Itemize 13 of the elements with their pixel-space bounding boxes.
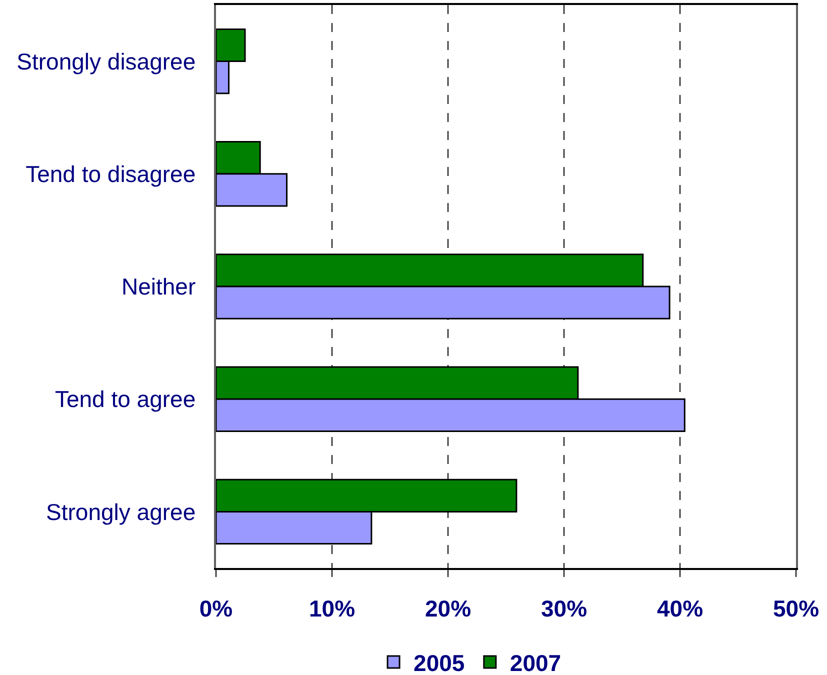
x-tick-label: 30% — [540, 595, 588, 622]
y-tick-label: Tend to disagree — [26, 160, 196, 187]
y-tick-label: Tend to agree — [54, 386, 196, 412]
y-tick-label: Neither — [121, 274, 196, 300]
x-tick-label: 10% — [308, 595, 356, 622]
y-tick-label: Strongly agree — [46, 498, 196, 525]
y-tick-label: Strongly disagree — [16, 48, 196, 74]
legend-label: 2005 — [414, 650, 465, 675]
x-tick-label: 0% — [199, 595, 233, 622]
x-tick-label: 50% — [772, 595, 820, 622]
x-tick-label: 20% — [424, 595, 472, 622]
legend-label: 2007 — [510, 650, 562, 675]
x-tick-label: 40% — [656, 595, 704, 622]
